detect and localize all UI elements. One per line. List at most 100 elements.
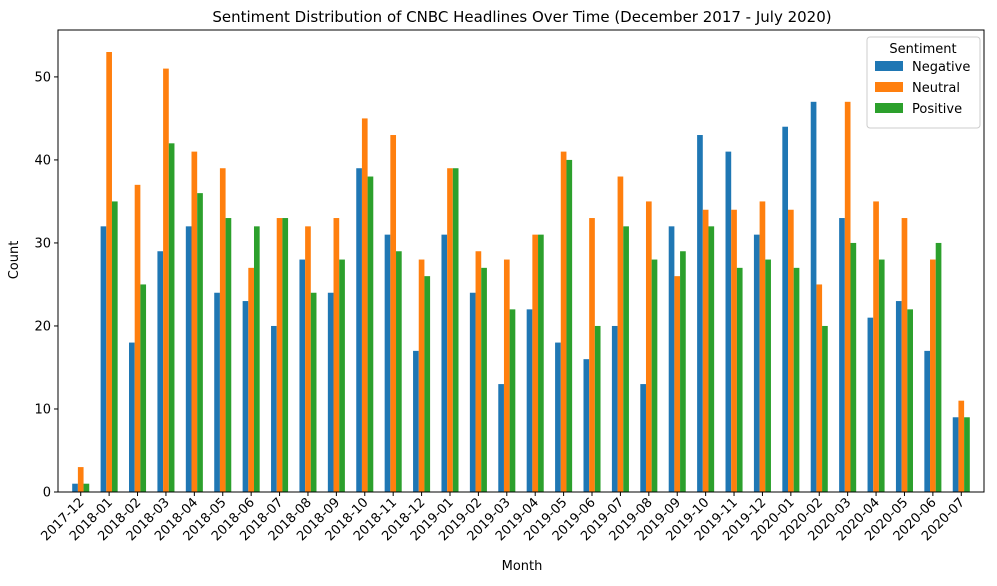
bar-neutral-2019-07 <box>617 176 624 492</box>
bar-positive-2019-05 <box>566 159 573 493</box>
bar-negative-2018-07 <box>271 325 277 492</box>
bar-negative-2020-04 <box>867 317 874 492</box>
bar-neutral-2019-01 <box>447 168 453 493</box>
bar-negative-2018-02 <box>129 342 135 492</box>
bar-positive-2020-04 <box>878 259 885 492</box>
plot-frame <box>57 29 985 493</box>
bar-negative-2020-07 <box>952 417 959 492</box>
bar-negative-2019-10 <box>697 135 703 492</box>
bar-negative-2018-06 <box>242 301 249 492</box>
bar-neutral-2019-12 <box>759 201 766 492</box>
bar-positive-2018-08 <box>310 292 317 492</box>
bar-positive-2018-07 <box>282 218 289 493</box>
bar-negative-2018-09 <box>327 292 334 492</box>
bar-positive-2018-09 <box>339 259 345 492</box>
bar-neutral-2018-03 <box>163 68 169 492</box>
bar-neutral-2020-03 <box>844 101 851 492</box>
bar-negative-2019-01 <box>441 234 448 492</box>
bar-neutral-2020-05 <box>901 218 908 493</box>
bar-positive-2019-03 <box>509 309 516 492</box>
bar-negative-2018-12 <box>413 350 419 492</box>
bar-positive-2020-05 <box>907 309 913 492</box>
legend-swatch-negative <box>875 61 903 71</box>
bar-positive-2017-12 <box>83 483 90 492</box>
y-tick-label: 10 <box>34 402 51 417</box>
bar-neutral-2020-07 <box>958 400 965 492</box>
x-axis-label: Month <box>502 559 543 574</box>
bar-neutral-2018-01 <box>106 52 112 492</box>
bar-negative-2019-03 <box>498 384 504 492</box>
bar-neutral-2018-04 <box>191 151 198 492</box>
bar-neutral-2019-04 <box>532 234 539 492</box>
legend-swatch-positive <box>875 103 903 113</box>
y-tick-label: 20 <box>34 319 51 334</box>
bar-negative-2019-11 <box>725 151 732 492</box>
bar-neutral-2018-11 <box>390 135 397 492</box>
bar-neutral-2018-08 <box>305 226 311 492</box>
bar-positive-2018-12 <box>424 276 431 492</box>
bar-positive-2018-11 <box>396 251 402 492</box>
bar-neutral-2020-01 <box>788 209 794 493</box>
bar-negative-2020-05 <box>895 301 902 492</box>
legend: Sentiment Negative Neutral Positive <box>866 36 981 129</box>
bar-negative-2019-02 <box>469 292 476 492</box>
bar-neutral-2020-02 <box>816 284 823 492</box>
bar-negative-2019-12 <box>753 234 760 492</box>
bar-neutral-2017-12 <box>77 467 84 492</box>
bar-neutral-2020-06 <box>930 259 936 492</box>
bar-negative-2018-11 <box>384 234 391 492</box>
bar-positive-2019-12 <box>765 259 771 492</box>
legend-label-positive: Positive <box>912 102 962 117</box>
bar-negative-2018-05 <box>214 292 220 492</box>
bar-neutral-2019-02 <box>475 251 482 492</box>
bar-negative-2018-08 <box>299 259 306 492</box>
bar-positive-2019-04 <box>538 234 544 492</box>
legend-swatch-neutral <box>875 82 903 92</box>
bar-negative-2019-09 <box>668 226 675 492</box>
bar-positive-2019-11 <box>736 267 743 492</box>
bar-positive-2019-09 <box>680 251 686 492</box>
bar-positive-2019-06 <box>594 325 601 492</box>
bar-positive-2018-03 <box>168 143 175 492</box>
bar-negative-2020-06 <box>924 350 931 492</box>
bar-neutral-2018-12 <box>418 259 425 492</box>
bars-layer <box>72 52 970 493</box>
legend-label-negative: Negative <box>912 60 970 75</box>
bar-positive-2020-02 <box>822 325 828 492</box>
bar-negative-2018-04 <box>185 226 192 492</box>
bar-neutral-2018-05 <box>219 168 226 493</box>
bar-neutral-2020-04 <box>873 201 879 492</box>
bar-positive-2020-06 <box>935 242 942 492</box>
y-axis-label: Count <box>7 241 22 280</box>
bar-negative-2018-03 <box>157 251 164 492</box>
bar-neutral-2019-11 <box>731 209 737 493</box>
legend-title: Sentiment <box>889 42 956 57</box>
bar-positive-2019-07 <box>623 226 629 492</box>
bar-positive-2018-02 <box>140 284 147 492</box>
bar-negative-2020-02 <box>810 101 817 492</box>
bar-positive-2018-04 <box>197 193 203 492</box>
legend-label-neutral: Neutral <box>912 81 960 96</box>
bar-neutral-2019-05 <box>560 151 567 492</box>
bar-neutral-2019-08 <box>645 201 652 492</box>
bar-negative-2019-04 <box>526 309 533 492</box>
bar-negative-2017-12 <box>72 483 78 492</box>
bar-negative-2020-03 <box>839 218 845 493</box>
bar-negative-2019-07 <box>611 325 618 492</box>
y-tick-label: 50 <box>34 70 51 85</box>
bar-neutral-2018-09 <box>333 218 340 493</box>
bar-negative-2020-01 <box>782 126 789 492</box>
bar-neutral-2019-09 <box>674 276 681 492</box>
chart-title: Sentiment Distribution of CNBC Headlines… <box>212 8 831 26</box>
bar-positive-2019-02 <box>481 267 487 492</box>
bar-positive-2020-01 <box>793 267 800 492</box>
bar-neutral-2019-06 <box>589 218 595 493</box>
bar-neutral-2019-10 <box>702 209 709 493</box>
bar-positive-2019-08 <box>651 259 658 492</box>
y-tick-label: 40 <box>34 153 51 168</box>
bar-neutral-2018-06 <box>248 267 254 492</box>
bar-negative-2018-01 <box>100 226 107 492</box>
bar-negative-2019-05 <box>555 342 561 492</box>
bar-positive-2018-05 <box>225 218 232 493</box>
